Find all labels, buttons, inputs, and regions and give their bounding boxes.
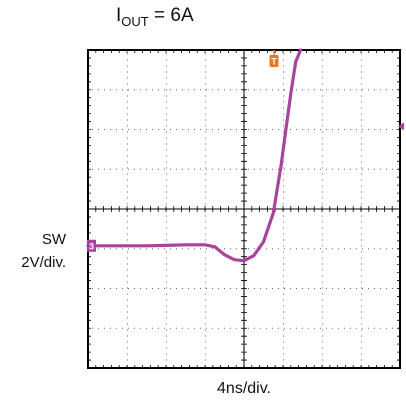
trigger-marker-label: T: [271, 57, 277, 67]
trigger-marker-box: [269, 55, 279, 67]
channel-marker: 3: [87, 239, 96, 252]
channel-marker-label: 3: [89, 241, 94, 251]
axis-minor-ticks: [88, 50, 400, 368]
channel-name: SW: [41, 231, 66, 248]
x-axis-scale: 4ns/div.: [217, 380, 271, 397]
condition-symbol: I: [116, 5, 122, 26]
condition-subscript: OUT: [121, 14, 149, 29]
sw-trace: [86, 48, 303, 263]
output-current-condition: IOUT = 6A: [116, 4, 194, 34]
graticule: [88, 50, 400, 368]
plot-frame: [87, 49, 401, 369]
condition-value: = 6A: [148, 5, 194, 26]
channel-scale: 2V/div.: [21, 254, 66, 271]
trigger-marker: T: [269, 50, 279, 67]
trigger-level-arrow: [398, 122, 404, 131]
channel-marker-box: [87, 239, 96, 252]
